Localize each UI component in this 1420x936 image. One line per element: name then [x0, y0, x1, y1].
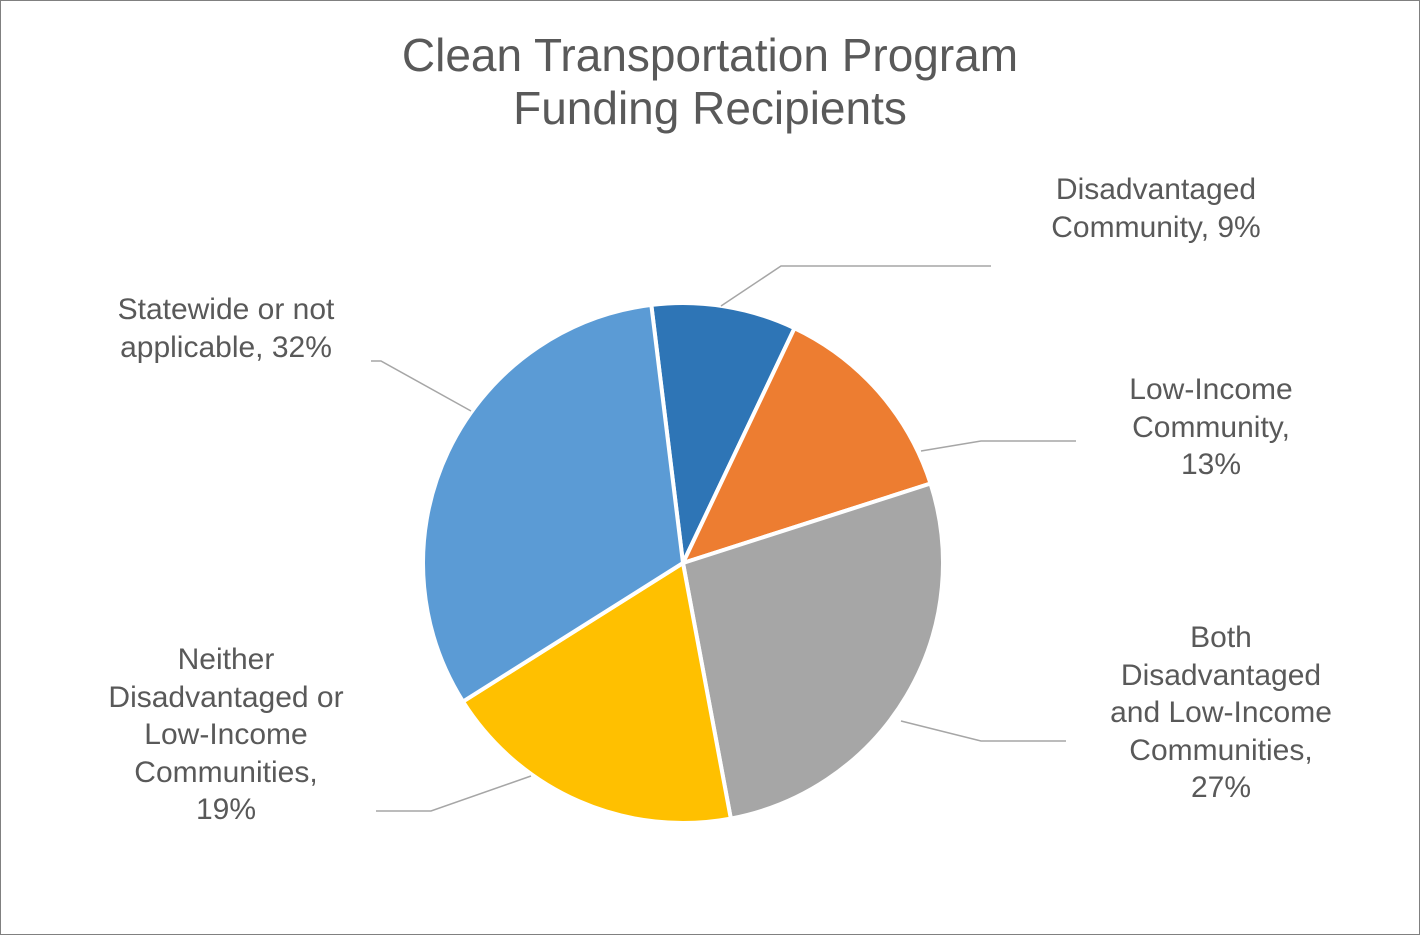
label-both: Both Disadvantaged and Low-Income Commun…: [1071, 619, 1371, 807]
label-statewide-l2: applicable, 32%: [76, 329, 376, 367]
label-disadvantaged: Disadvantaged Community, 9%: [996, 171, 1316, 246]
chart-frame: Clean Transportation Program Funding Rec…: [0, 0, 1420, 935]
label-both-l2: Disadvantaged: [1071, 657, 1371, 695]
label-lowincome-l3: 13%: [1081, 446, 1341, 484]
label-neither-l2: Disadvantaged or: [76, 679, 376, 717]
label-lowincome: Low-Income Community, 13%: [1081, 371, 1341, 484]
label-neither-l3: Low-Income: [76, 716, 376, 754]
leader-lowincome: [921, 441, 1076, 451]
label-both-l4: Communities,: [1071, 732, 1371, 770]
label-disadvantaged-l1: Disadvantaged: [996, 171, 1316, 209]
label-both-l5: 27%: [1071, 769, 1371, 807]
label-neither: Neither Disadvantaged or Low-Income Comm…: [76, 641, 376, 829]
label-both-l3: and Low-Income: [1071, 694, 1371, 732]
label-disadvantaged-l2: Community, 9%: [996, 209, 1316, 247]
leader-neither: [376, 776, 531, 811]
leader-disadvantaged: [721, 266, 991, 306]
leader-statewide: [371, 361, 471, 411]
label-lowincome-l2: Community,: [1081, 409, 1341, 447]
label-both-l1: Both: [1071, 619, 1371, 657]
label-statewide: Statewide or not applicable, 32%: [76, 291, 376, 366]
label-neither-l1: Neither: [76, 641, 376, 679]
label-neither-l4: Communities,: [76, 754, 376, 792]
label-statewide-l1: Statewide or not: [76, 291, 376, 329]
leader-both: [901, 721, 1066, 741]
label-neither-l5: 19%: [76, 791, 376, 829]
label-lowincome-l1: Low-Income: [1081, 371, 1341, 409]
